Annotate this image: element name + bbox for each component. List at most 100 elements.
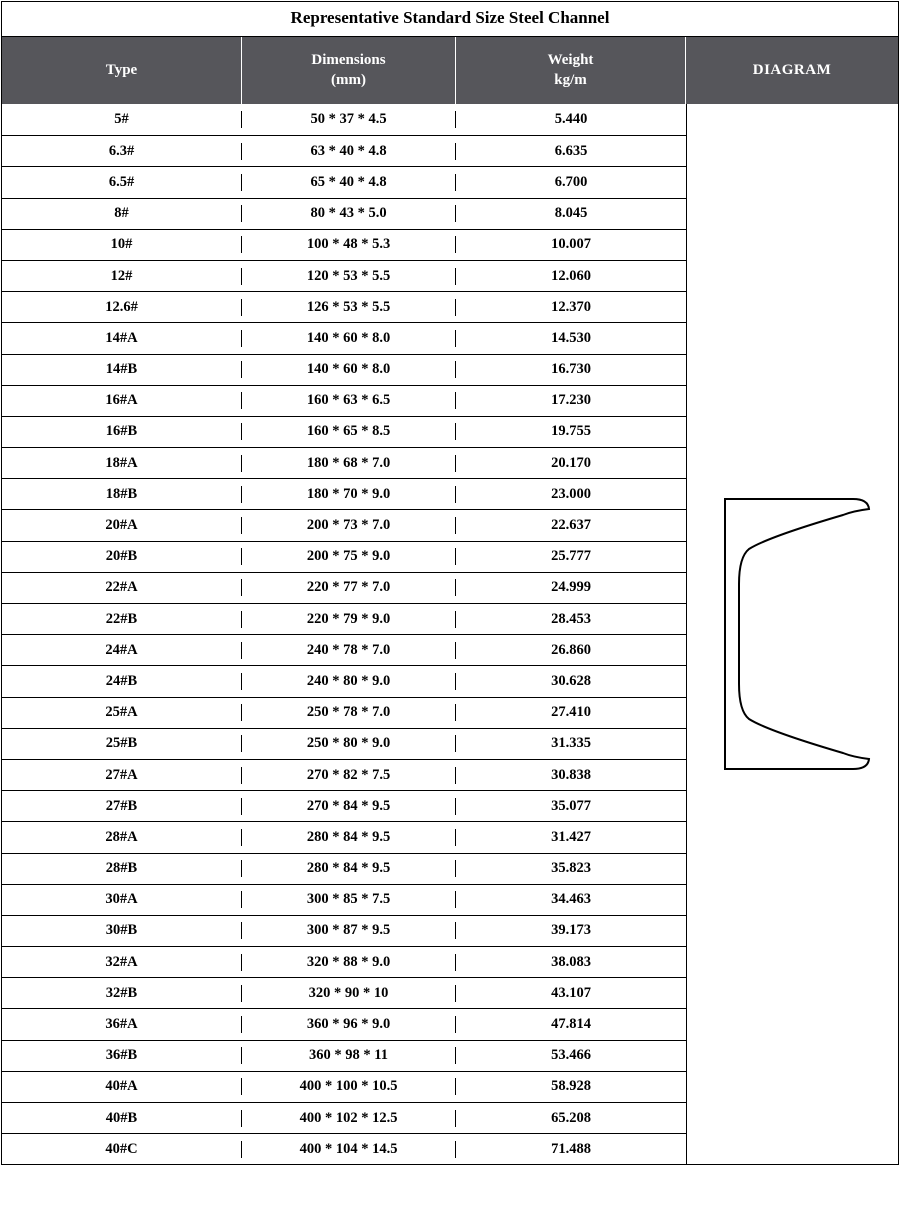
cell-type: 36#B xyxy=(2,1047,242,1064)
header-weight-label-1: Weight xyxy=(548,51,594,71)
cell-dimensions: 280 * 84 * 9.5 xyxy=(242,829,456,846)
table-body: 5#50 * 37 * 4.55.4406.3#63 * 40 * 4.86.6… xyxy=(2,104,898,1164)
cell-type: 27#A xyxy=(2,767,242,784)
table-title: Representative Standard Size Steel Chann… xyxy=(2,2,898,37)
table-row: 40#B400 * 102 * 12.565.208 xyxy=(2,1102,686,1133)
table-row: 14#A140 * 60 * 8.014.530 xyxy=(2,322,686,353)
cell-type: 18#B xyxy=(2,486,242,503)
cell-type: 30#B xyxy=(2,922,242,939)
table-row: 20#B200 * 75 * 9.025.777 xyxy=(2,541,686,572)
cell-type: 14#B xyxy=(2,361,242,378)
cell-weight: 53.466 xyxy=(456,1047,686,1064)
header-type: Type xyxy=(2,37,242,104)
cell-weight: 31.335 xyxy=(456,735,686,752)
cell-type: 28#B xyxy=(2,860,242,877)
cell-type: 28#A xyxy=(2,829,242,846)
cell-type: 24#A xyxy=(2,642,242,659)
cell-type: 16#B xyxy=(2,423,242,440)
cell-type: 12.6# xyxy=(2,299,242,316)
cell-type: 30#A xyxy=(2,891,242,908)
table-row: 36#B360 * 98 * 1153.466 xyxy=(2,1040,686,1071)
cell-weight: 19.755 xyxy=(456,423,686,440)
data-column: 5#50 * 37 * 4.55.4406.3#63 * 40 * 4.86.6… xyxy=(2,104,686,1164)
cell-type: 32#A xyxy=(2,954,242,971)
table-row: 40#C400 * 104 * 14.571.488 xyxy=(2,1133,686,1164)
table-row: 27#B270 * 84 * 9.535.077 xyxy=(2,790,686,821)
table-row: 18#B180 * 70 * 9.023.000 xyxy=(2,478,686,509)
cell-type: 40#A xyxy=(2,1078,242,1095)
cell-dimensions: 400 * 104 * 14.5 xyxy=(242,1141,456,1158)
cell-weight: 24.999 xyxy=(456,579,686,596)
cell-type: 40#B xyxy=(2,1110,242,1127)
table-row: 16#A160 * 63 * 6.517.230 xyxy=(2,385,686,416)
cell-type: 22#B xyxy=(2,611,242,628)
cell-type: 20#B xyxy=(2,548,242,565)
cell-weight: 35.077 xyxy=(456,798,686,815)
cell-weight: 23.000 xyxy=(456,486,686,503)
cell-weight: 6.700 xyxy=(456,174,686,191)
header-diagram-label: DIAGRAM xyxy=(753,61,832,81)
cell-type: 18#A xyxy=(2,455,242,472)
table-row: 18#A180 * 68 * 7.020.170 xyxy=(2,447,686,478)
table-row: 8#80 * 43 * 5.08.045 xyxy=(2,198,686,229)
table-row: 12#120 * 53 * 5.512.060 xyxy=(2,260,686,291)
table-row: 5#50 * 37 * 4.55.440 xyxy=(2,104,686,135)
header-weight-label-2: kg/m xyxy=(554,71,587,91)
cell-dimensions: 300 * 87 * 9.5 xyxy=(242,922,456,939)
cell-dimensions: 400 * 102 * 12.5 xyxy=(242,1110,456,1127)
table-row: 32#B320 * 90 * 1043.107 xyxy=(2,977,686,1008)
table-row: 10#100 * 48 * 5.310.007 xyxy=(2,229,686,260)
cell-dimensions: 180 * 68 * 7.0 xyxy=(242,455,456,472)
cell-dimensions: 120 * 53 * 5.5 xyxy=(242,268,456,285)
table-row: 25#A250 * 78 * 7.027.410 xyxy=(2,697,686,728)
cell-weight: 17.230 xyxy=(456,392,686,409)
cell-dimensions: 50 * 37 * 4.5 xyxy=(242,111,456,128)
cell-dimensions: 250 * 78 * 7.0 xyxy=(242,704,456,721)
cell-dimensions: 220 * 77 * 7.0 xyxy=(242,579,456,596)
cell-type: 22#A xyxy=(2,579,242,596)
cell-weight: 58.928 xyxy=(456,1078,686,1095)
cell-dimensions: 320 * 88 * 9.0 xyxy=(242,954,456,971)
cell-weight: 35.823 xyxy=(456,860,686,877)
table-row: 6.3#63 * 40 * 4.86.635 xyxy=(2,135,686,166)
cell-weight: 12.060 xyxy=(456,268,686,285)
cell-dimensions: 360 * 96 * 9.0 xyxy=(242,1016,456,1033)
cell-weight: 65.208 xyxy=(456,1110,686,1127)
cell-weight: 14.530 xyxy=(456,330,686,347)
cell-weight: 30.838 xyxy=(456,767,686,784)
cell-weight: 5.440 xyxy=(456,111,686,128)
cell-weight: 38.083 xyxy=(456,954,686,971)
cell-dimensions: 300 * 85 * 7.5 xyxy=(242,891,456,908)
cell-dimensions: 400 * 100 * 10.5 xyxy=(242,1078,456,1095)
cell-weight: 30.628 xyxy=(456,673,686,690)
table-row: 30#B300 * 87 * 9.539.173 xyxy=(2,915,686,946)
table-row: 14#B140 * 60 * 8.016.730 xyxy=(2,354,686,385)
cell-weight: 34.463 xyxy=(456,891,686,908)
table-row: 24#A240 * 78 * 7.026.860 xyxy=(2,634,686,665)
cell-dimensions: 160 * 63 * 6.5 xyxy=(242,392,456,409)
cell-dimensions: 270 * 84 * 9.5 xyxy=(242,798,456,815)
table-header-row: Type Dimensions (mm) Weight kg/m DIAGRAM xyxy=(2,37,898,104)
cell-dimensions: 180 * 70 * 9.0 xyxy=(242,486,456,503)
cell-weight: 20.170 xyxy=(456,455,686,472)
cell-dimensions: 80 * 43 * 5.0 xyxy=(242,205,456,222)
cell-type: 14#A xyxy=(2,330,242,347)
table-row: 30#A300 * 85 * 7.534.463 xyxy=(2,884,686,915)
cell-weight: 31.427 xyxy=(456,829,686,846)
table-row: 28#B280 * 84 * 9.535.823 xyxy=(2,853,686,884)
cell-dimensions: 126 * 53 * 5.5 xyxy=(242,299,456,316)
cell-dimensions: 200 * 73 * 7.0 xyxy=(242,517,456,534)
table-row: 32#A320 * 88 * 9.038.083 xyxy=(2,946,686,977)
table-row: 12.6#126 * 53 * 5.512.370 xyxy=(2,291,686,322)
header-dimensions-label-2: (mm) xyxy=(331,71,366,91)
cell-weight: 39.173 xyxy=(456,922,686,939)
cell-type: 8# xyxy=(2,205,242,222)
cell-dimensions: 280 * 84 * 9.5 xyxy=(242,860,456,877)
cell-weight: 26.860 xyxy=(456,642,686,659)
cell-type: 25#A xyxy=(2,704,242,721)
cell-type: 36#A xyxy=(2,1016,242,1033)
cell-dimensions: 360 * 98 * 11 xyxy=(242,1047,456,1064)
cell-dimensions: 63 * 40 * 4.8 xyxy=(242,143,456,160)
cell-dimensions: 220 * 79 * 9.0 xyxy=(242,611,456,628)
table-row: 6.5#65 * 40 * 4.86.700 xyxy=(2,166,686,197)
